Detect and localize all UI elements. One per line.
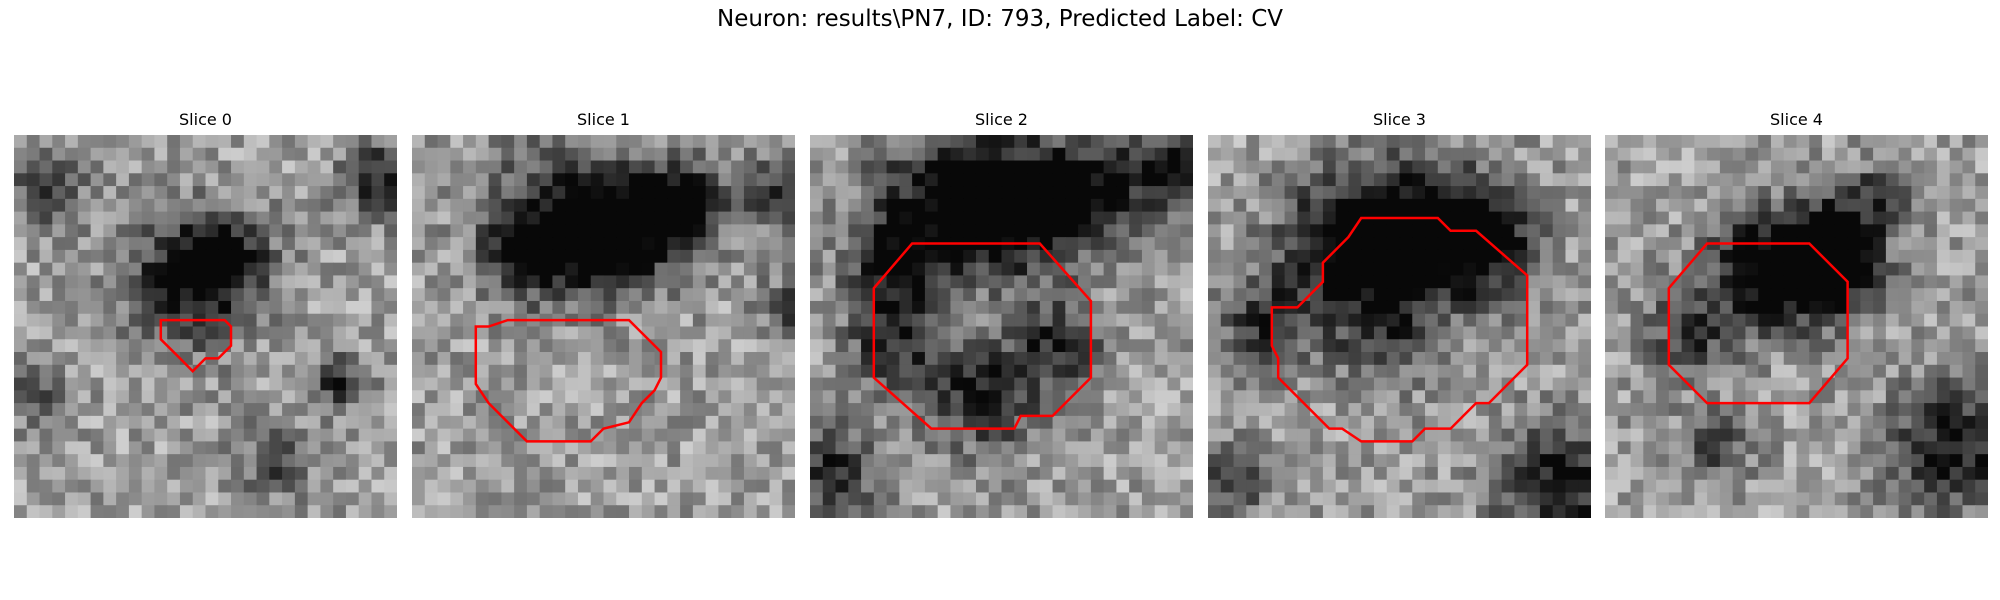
segmentation-contour [872, 242, 1093, 430]
segmentation-contour [1667, 242, 1849, 405]
slice-panel-2: Slice 2 [810, 109, 1193, 518]
slice-title: Slice 1 [577, 110, 630, 129]
slice-title: Slice 0 [179, 110, 232, 129]
slice-panel-1: Slice 1 [412, 109, 795, 518]
slice-image [14, 135, 397, 518]
slice-image [412, 135, 795, 518]
segmentation-contour [1270, 216, 1529, 443]
slice-panel-0: Slice 0 [14, 109, 397, 518]
segmentation-contour [159, 318, 233, 373]
slice-panel-4: Slice 4 [1605, 109, 1988, 518]
slice-panel-3: Slice 3 [1208, 109, 1591, 518]
figure-title: Neuron: results\PN7, ID: 793, Predicted … [717, 6, 1283, 32]
slice-title: Slice 4 [1770, 110, 1823, 129]
segmentation-contour [474, 318, 663, 443]
slice-image [1605, 135, 1988, 518]
slice-title: Slice 3 [1373, 110, 1426, 129]
slice-image [1208, 135, 1591, 518]
slice-title: Slice 2 [975, 110, 1028, 129]
slice-image [810, 135, 1193, 518]
